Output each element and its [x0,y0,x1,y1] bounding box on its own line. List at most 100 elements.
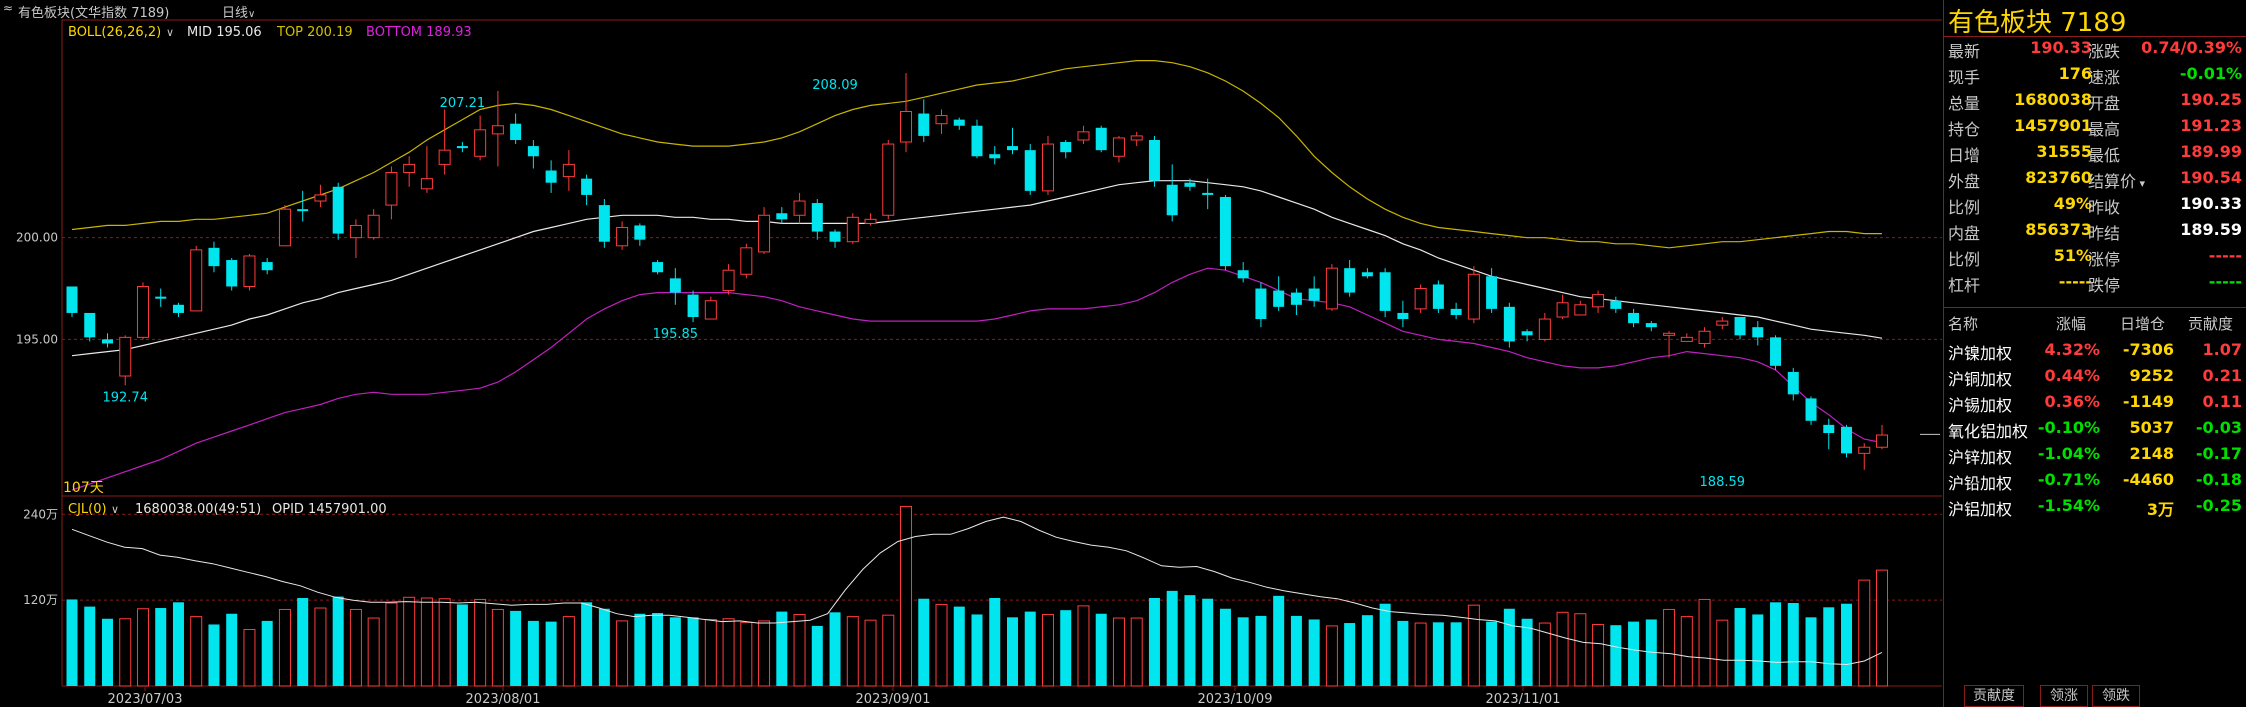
volume-bar [989,598,1001,686]
volume-bar [119,618,132,687]
volume-bar [900,505,913,687]
candle-body [190,249,203,312]
candle-body [527,146,539,157]
bottom-tab[interactable]: 贡献度 [1964,685,2024,707]
quote-row: 日增 31555 最低 189.99 [1948,142,2244,168]
quote-row: 总量 1680038 开盘 190.25 [1948,90,2244,116]
candle-body [1698,330,1711,344]
candle-body [1503,306,1515,342]
bottom-tab[interactable]: 领涨 [2040,685,2088,707]
oi-change: -7306 [2122,340,2174,359]
candles [66,73,1940,470]
quote-value: 1457901 [2014,116,2092,135]
quote-label: 跌停 [2088,276,2121,295]
cjl-value: 1680038.00(49:51) [135,502,261,517]
volume-bar [1734,608,1746,686]
chevron-down-icon[interactable]: ∨ [111,503,119,516]
change-pct: -1.04% [2037,444,2100,463]
volume-bar [261,620,273,686]
divider [1944,36,2246,37]
candle-body [243,255,256,287]
cjl-label[interactable]: CJL(0) [68,502,107,517]
volume-bar [1574,613,1587,687]
table-row[interactable]: 沪锌加权 -1.04% 2148 -0.17 [1944,444,2246,470]
volume-bar [367,617,380,687]
candle-body [652,262,664,273]
volume-bar [1521,618,1533,686]
top-bar: ≈ 有色板块(文华指数 7189) 日线∨ [0,0,2246,21]
chart-area[interactable]: 207.21 208.09 195.85 192.74 188.59 200.00 195… [0,0,1942,707]
period-selector[interactable]: 日线∨ [222,2,255,21]
volume-bar [1060,610,1072,686]
contribution: 0.11 [2202,392,2242,411]
quote-label: 内盘 [1948,224,1981,243]
candle-body [758,214,771,253]
table-row[interactable]: 沪铅加权 -0.71% -4460 -0.18 [1944,470,2246,496]
change-pct: 4.32% [2044,340,2100,359]
table-header[interactable]: 名称 [1948,315,1979,333]
volume-bar [704,618,717,687]
extreme-price-label: 192.74 [102,390,148,405]
chevron-down-icon[interactable]: ∨ [166,26,174,39]
volume-bar [776,611,788,686]
candle-body [776,213,788,220]
table-row[interactable]: 氧化铝加权 -0.10% 5037 -0.03 [1944,418,2246,444]
table-row[interactable]: 沪铜加权 0.44% 9252 0.21 [1944,366,2246,392]
quote-value: 49% [2053,194,2092,213]
candle-body [385,172,398,206]
volume-bar [758,620,771,687]
price-tick-label: 200.00 [16,231,58,245]
contract-name: 沪铅加权 [1948,474,2013,493]
quote-label: 持仓 [1948,120,1981,139]
quote-value: 190.25 [2180,90,2242,109]
candle-body [935,115,948,125]
volume-bar [1432,622,1444,686]
candle-body [1823,424,1835,433]
contribution: -0.03 [2195,418,2242,437]
volume-tick-label: 240万 [23,507,58,521]
candle-body [403,163,416,174]
volume-bar [66,599,78,686]
table-row[interactable]: 沪铝加权 -1.54% 3万 -0.25 [1944,496,2246,522]
quote-value: ----- [2208,272,2242,291]
volume-bar [1858,579,1871,687]
candle-body [1095,127,1107,151]
volume-bar [1273,595,1285,686]
price-tick-label: 195.00 [16,332,58,346]
volume-bar [438,598,451,687]
bottom-tab[interactable]: 领跌 [2092,685,2140,707]
volume-bar [314,607,327,687]
candle-body [864,218,877,224]
wave-menu-icon[interactable]: ≈ [3,1,14,15]
triangle-down-icon[interactable]: ▾ [2136,177,2146,190]
boll-bottom-value: BOTTOM 189.93 [366,25,472,40]
price-annotations: 207.21 208.09 195.85 192.74 188.59 [102,78,1745,490]
candle-body [297,209,309,212]
volume-bar [1237,617,1249,686]
volume-bar [172,602,184,686]
table-header[interactable]: 涨幅 [2056,315,2087,333]
volume-bar [722,618,735,687]
candle-body [1414,288,1427,310]
table-header[interactable]: 日增仓 [2120,315,2166,333]
candle-body [1486,276,1498,309]
volume-bar [1610,625,1622,686]
oi-change: -1149 [2122,392,2174,411]
contribution: -0.25 [2195,496,2242,515]
table-header[interactable]: 贡献度 [2188,315,2234,333]
date-tick-label: 2023/07/03 [108,692,183,707]
chart-frame [61,19,1942,687]
quote-value: -0.01% [2179,64,2242,83]
candle-body [971,125,983,157]
boll-top-value: TOP 200.19 [276,25,353,40]
open-interest-line [71,516,1883,666]
quote-value: 190.33 [2180,194,2242,213]
table-row[interactable]: 沪镍加权 4.32% -7306 1.07 [1944,340,2246,366]
quote-label: 涨跌 [2088,42,2121,61]
table-row[interactable]: 沪锡加权 0.36% -1149 0.11 [1944,392,2246,418]
change-pct: -0.10% [2037,418,2100,437]
candle-body [1255,288,1267,320]
volume-bar [1148,598,1160,686]
boll-label[interactable]: BOLL(26,26,2) [68,25,161,40]
oi-change: 3万 [2146,500,2174,519]
